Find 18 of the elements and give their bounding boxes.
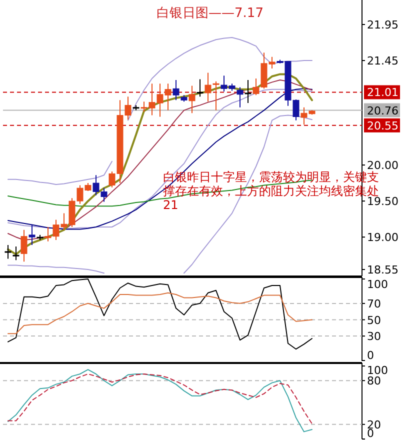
y-tick-label: 50 bbox=[367, 314, 381, 327]
y-tick-label: 70 bbox=[367, 297, 381, 310]
y-tick-label: 18.55 bbox=[367, 264, 398, 277]
ref-line-label: 21.01 bbox=[367, 86, 398, 100]
y-tick-label: 19.00 bbox=[367, 231, 398, 244]
ref-line-label: 20.76 bbox=[367, 104, 398, 118]
text: 白银日图——7.17 bbox=[156, 6, 264, 21]
y-tick-label: 100 bbox=[367, 278, 388, 291]
ref-line-label: 20.55 bbox=[367, 119, 398, 132]
y-tick-label: 20.00 bbox=[367, 159, 398, 172]
y-tick-label: 0 bbox=[367, 427, 374, 440]
y-tick-label: 21.45 bbox=[367, 54, 398, 68]
y-tick-label: 100 bbox=[367, 364, 388, 377]
y-tick-label: 80 bbox=[367, 374, 381, 388]
y-tick-label: 30 bbox=[367, 330, 381, 344]
y-tick-label: 0 bbox=[367, 349, 374, 362]
y-tick-label: 19.50 bbox=[367, 195, 398, 208]
y-tick-label: 21.95 bbox=[367, 18, 398, 32]
